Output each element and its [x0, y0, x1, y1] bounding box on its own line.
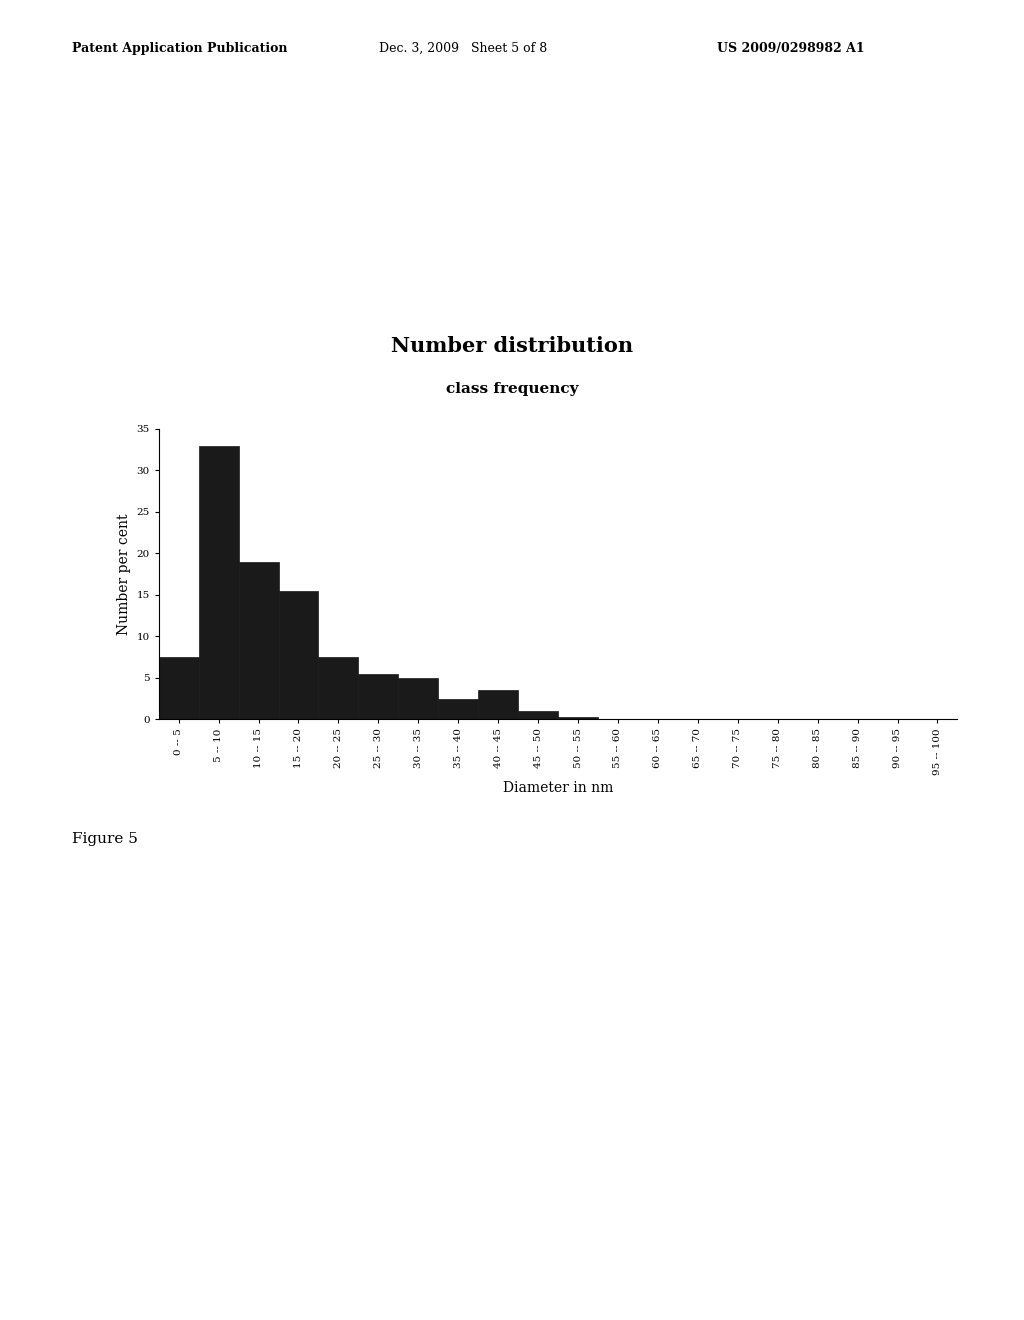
Y-axis label: Number per cent: Number per cent — [117, 513, 131, 635]
Bar — [279, 591, 318, 719]
Bar — [558, 717, 598, 719]
Bar — [318, 657, 358, 719]
Text: Dec. 3, 2009   Sheet 5 of 8: Dec. 3, 2009 Sheet 5 of 8 — [379, 42, 547, 55]
X-axis label: Diameter in nm: Diameter in nm — [503, 780, 613, 795]
Bar — [159, 657, 199, 719]
Text: Figure 5: Figure 5 — [72, 832, 137, 846]
Bar — [478, 690, 518, 719]
Text: class frequency: class frequency — [445, 381, 579, 396]
Text: Number distribution: Number distribution — [391, 337, 633, 356]
Bar — [239, 562, 279, 719]
Bar — [518, 711, 558, 719]
Bar — [438, 698, 478, 719]
Bar — [398, 678, 438, 719]
Bar — [358, 673, 398, 719]
Text: Patent Application Publication: Patent Application Publication — [72, 42, 287, 55]
Text: US 2009/0298982 A1: US 2009/0298982 A1 — [717, 42, 864, 55]
Bar — [199, 446, 239, 719]
